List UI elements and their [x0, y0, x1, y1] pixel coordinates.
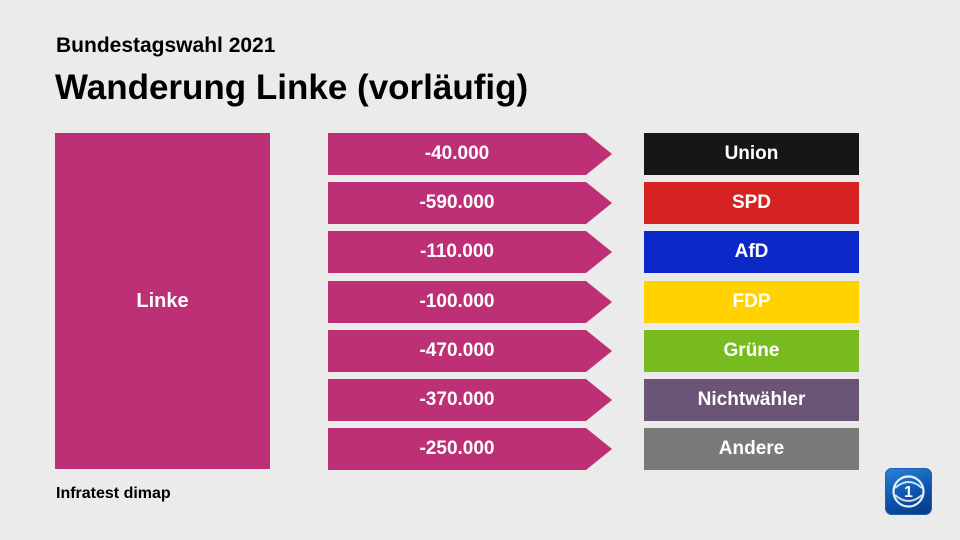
target-party-box: Union [644, 133, 859, 175]
flow-row: -590.000 SPD [328, 182, 859, 224]
flow-row: -370.000 Nichtwähler [328, 379, 859, 421]
source-party-label: Linke [136, 289, 189, 312]
chart-supertitle: Bundestagswahl 2021 [56, 34, 276, 57]
flow-value-label: -110.000 [420, 241, 494, 262]
flow-row: -110.000 AfD [328, 231, 859, 273]
chart-title: Wanderung Linke (vorläufig) [55, 68, 529, 107]
flow-row: -250.000 Andere [328, 428, 859, 470]
flow-value-label: -370.000 [419, 389, 495, 410]
flow-arrow: -470.000 [328, 330, 612, 372]
target-party-box: Andere [644, 428, 859, 470]
flow-arrow: -590.000 [328, 182, 612, 224]
source-credit: Infratest dimap [56, 485, 171, 502]
target-party-box: SPD [644, 182, 859, 224]
target-party-box: AfD [644, 231, 859, 273]
target-party-box: Grüne [644, 330, 859, 372]
flow-arrow: -370.000 [328, 379, 612, 421]
svg-text:1: 1 [904, 484, 913, 501]
source-party-box: Linke [55, 133, 270, 469]
flow-row: -100.000 FDP [328, 281, 859, 323]
flow-arrow: -110.000 [328, 231, 612, 273]
flow-arrow: -100.000 [328, 281, 612, 323]
ard-tagesschau-logo-icon: 1 [885, 468, 932, 515]
flow-row: -40.000 Union [328, 133, 859, 175]
flow-value-label: -100.000 [419, 291, 495, 312]
flow-arrow: -40.000 [328, 133, 612, 175]
target-party-box: FDP [644, 281, 859, 323]
flow-row: -470.000 Grüne [328, 330, 859, 372]
flow-value-label: -40.000 [424, 143, 490, 164]
flow-arrow: -250.000 [328, 428, 612, 470]
target-party-box: Nichtwähler [644, 379, 859, 421]
flow-value-label: -470.000 [419, 340, 495, 361]
flow-value-label: -590.000 [419, 192, 495, 213]
flow-value-label: -250.000 [419, 438, 495, 459]
